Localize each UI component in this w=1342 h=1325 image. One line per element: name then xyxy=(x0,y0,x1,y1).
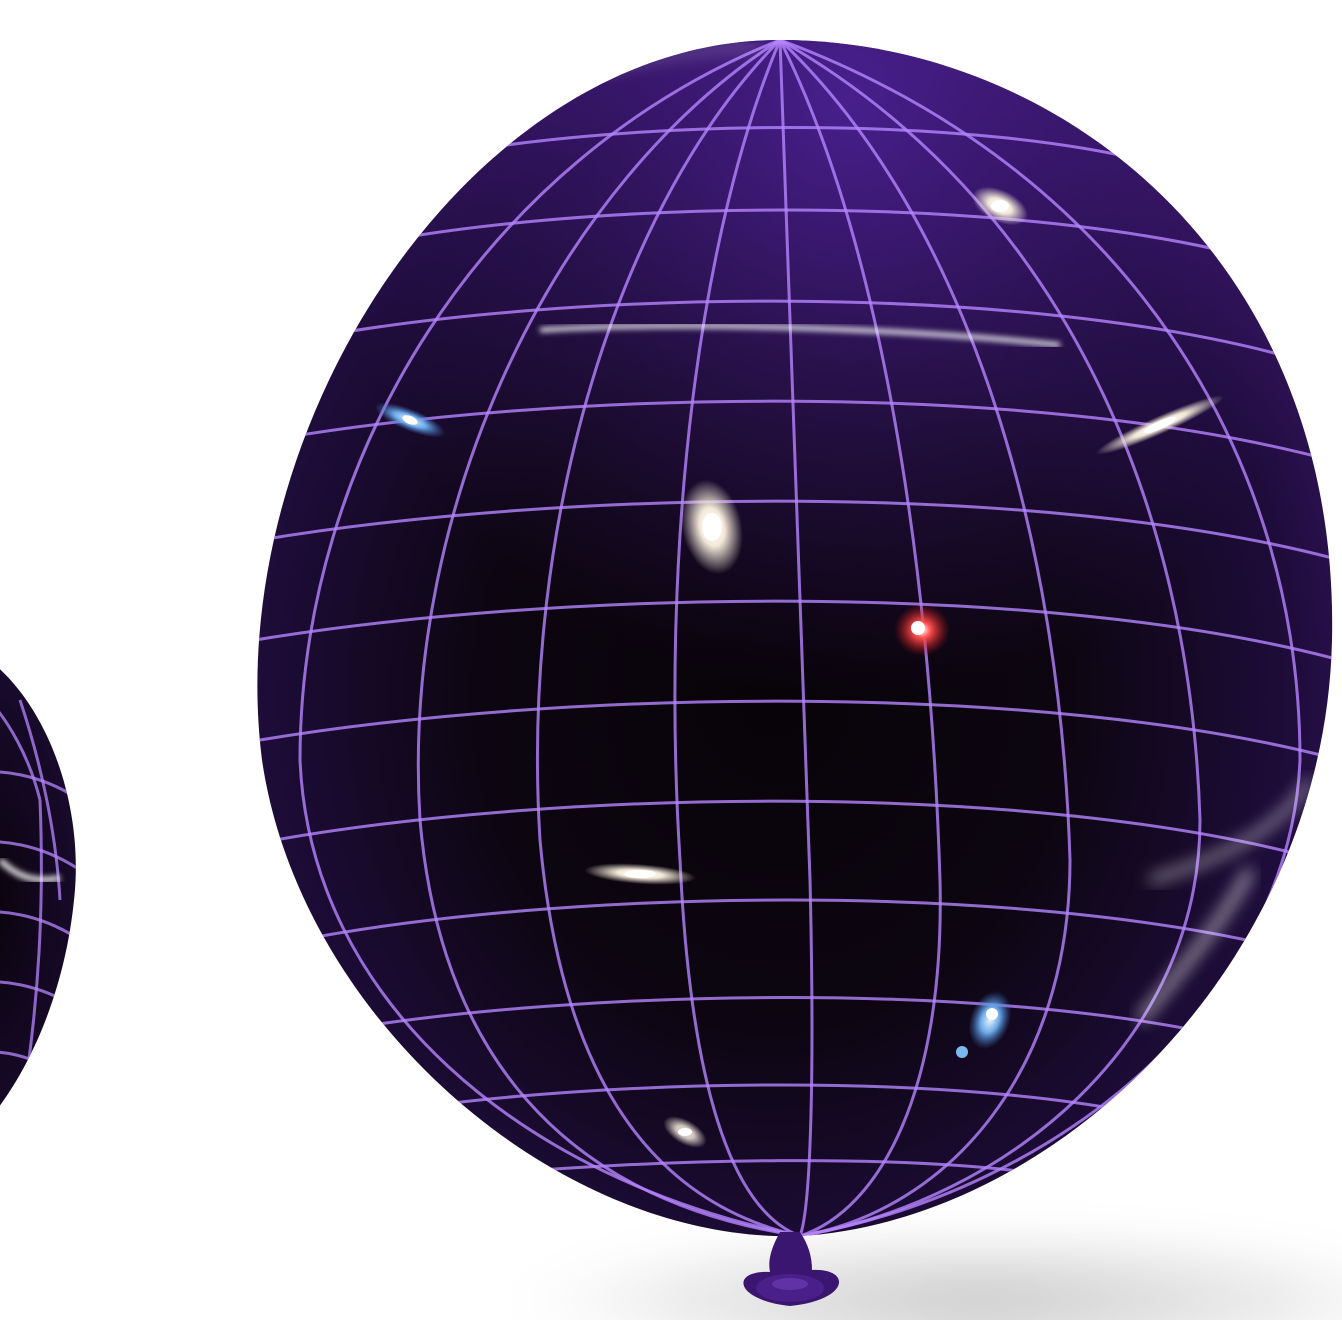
main-balloon xyxy=(257,40,1333,1306)
galaxy-spiral-tilted xyxy=(681,479,743,575)
galaxy-red xyxy=(894,604,950,656)
galaxy-spiral-small xyxy=(663,1116,707,1148)
balloon-knot xyxy=(743,1232,840,1306)
balloon-grid xyxy=(257,40,1333,1237)
galaxy-elliptical xyxy=(971,186,1029,226)
floor-shadow xyxy=(460,1215,1342,1325)
galaxy-edge-on-lower xyxy=(584,863,696,885)
galaxy-spiral-blue xyxy=(374,402,446,438)
galaxy-spiral-blue-lower xyxy=(956,990,1012,1058)
galaxy-edge-on-right xyxy=(1095,395,1225,455)
galaxies xyxy=(374,186,1225,1148)
